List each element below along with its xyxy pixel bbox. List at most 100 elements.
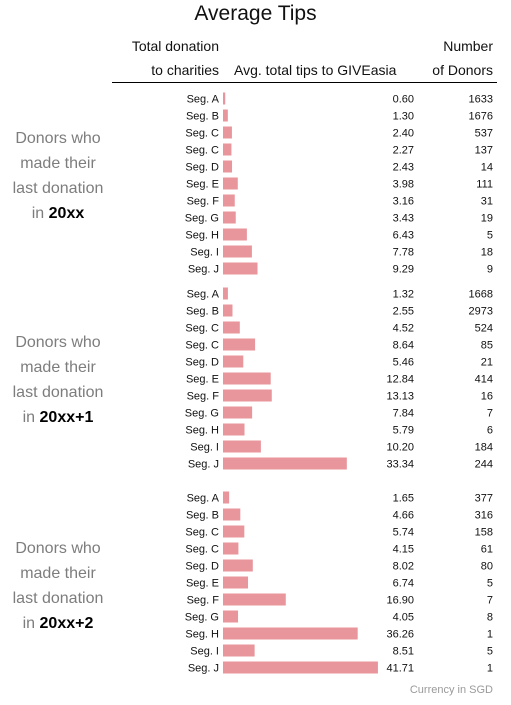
donor-count: 2973 xyxy=(469,306,493,318)
bar xyxy=(223,526,244,538)
avg-tip-value: 4.66 xyxy=(393,510,414,522)
avg-tip-value: 2.27 xyxy=(393,145,414,157)
donor-count: 5 xyxy=(487,646,493,658)
bar xyxy=(223,144,231,156)
avg-tip-value: 7.78 xyxy=(393,247,414,259)
donor-count: 7 xyxy=(487,595,493,607)
bar xyxy=(223,458,347,470)
avg-tip-value: 5.46 xyxy=(393,357,414,369)
donor-count: 85 xyxy=(481,340,493,352)
bar xyxy=(223,356,243,368)
avg-tip-value: 2.55 xyxy=(393,306,414,318)
donor-count: 14 xyxy=(481,162,493,174)
segment-label: Seg. C xyxy=(185,544,219,556)
avg-tip-value: 2.43 xyxy=(393,162,414,174)
bar xyxy=(223,305,232,317)
donor-count: 7 xyxy=(487,408,493,420)
bar xyxy=(223,560,253,572)
segment-label: Seg. D xyxy=(185,162,219,174)
bar xyxy=(223,390,272,402)
bar xyxy=(223,212,236,224)
donor-count: 1676 xyxy=(469,111,493,123)
segment-label: Seg. H xyxy=(185,629,219,641)
bar xyxy=(223,195,235,207)
donor-count: 16 xyxy=(481,391,493,403)
avg-tip-value: 6.43 xyxy=(393,230,414,242)
avg-tip-value: 10.20 xyxy=(386,442,414,454)
segment-label: Seg. H xyxy=(185,230,219,242)
segment-label: Seg. F xyxy=(187,391,220,403)
donor-count: 5 xyxy=(487,578,493,590)
segment-label: Seg. E xyxy=(186,578,219,590)
segment-label: Seg. B xyxy=(186,306,219,318)
avg-tip-value: 41.71 xyxy=(386,663,414,675)
segment-label: Seg. D xyxy=(185,561,219,573)
currency-footnote: Currency in SGD xyxy=(410,684,493,696)
avg-tip-value: 8.51 xyxy=(393,646,414,658)
segment-label: Seg. C xyxy=(185,323,219,335)
donor-count: 1668 xyxy=(469,289,493,301)
bar xyxy=(223,229,247,241)
avg-tip-value: 8.02 xyxy=(393,561,414,573)
donor-count: 1633 xyxy=(469,94,493,106)
donor-count: 61 xyxy=(481,544,493,556)
donor-count: 21 xyxy=(481,357,493,369)
segment-label: Seg. G xyxy=(185,408,219,420)
segment-label: Seg. I xyxy=(190,646,219,658)
avg-tip-value: 33.34 xyxy=(386,459,414,471)
donor-count: 414 xyxy=(475,374,493,386)
bar xyxy=(223,509,240,521)
avg-tip-value: 1.30 xyxy=(393,111,414,123)
avg-tip-value: 9.29 xyxy=(393,264,414,276)
segment-label: Seg. C xyxy=(185,145,219,157)
bar xyxy=(223,628,358,640)
donor-count: 1 xyxy=(487,629,493,641)
avg-tip-value: 5.79 xyxy=(393,425,414,437)
avg-tip-value: 3.98 xyxy=(393,179,414,191)
donor-count: 18 xyxy=(481,247,493,259)
bar xyxy=(223,611,238,623)
segment-label: Seg. F xyxy=(187,196,220,208)
donor-count: 6 xyxy=(487,425,493,437)
donor-count: 8 xyxy=(487,612,493,624)
segment-label: Seg. C xyxy=(185,128,219,140)
segment-label: Seg. J xyxy=(188,459,219,471)
avg-tip-value: 2.40 xyxy=(393,128,414,140)
bar xyxy=(223,178,238,190)
avg-tip-value: 36.26 xyxy=(386,629,414,641)
avg-tip-value: 4.52 xyxy=(393,323,414,335)
segment-label: Seg. C xyxy=(185,340,219,352)
bar xyxy=(223,93,225,105)
avg-tip-value: 7.84 xyxy=(393,408,414,420)
segment-label: Seg. C xyxy=(185,527,219,539)
donor-count: 537 xyxy=(475,128,493,140)
donor-count: 184 xyxy=(475,442,493,454)
bar xyxy=(223,645,255,657)
donor-count: 158 xyxy=(475,527,493,539)
donor-count: 524 xyxy=(475,323,493,335)
bar xyxy=(223,127,232,139)
avg-tip-value: 13.13 xyxy=(386,391,414,403)
segment-label: Seg. I xyxy=(190,247,219,259)
bar xyxy=(223,161,232,173)
segment-label: Seg. A xyxy=(187,94,220,106)
segment-label: Seg. G xyxy=(185,213,219,225)
donor-count: 111 xyxy=(476,179,493,191)
bar xyxy=(223,263,258,275)
avg-tip-value: 16.90 xyxy=(386,595,414,607)
bar xyxy=(223,110,228,122)
donor-count: 137 xyxy=(475,145,493,157)
segment-label: Seg. J xyxy=(188,264,219,276)
avg-tip-value: 0.60 xyxy=(393,94,414,106)
bar xyxy=(223,441,261,453)
avg-tip-value: 4.05 xyxy=(393,612,414,624)
donor-count: 1 xyxy=(487,663,493,675)
bar xyxy=(223,492,229,504)
avg-tip-value: 8.64 xyxy=(393,340,414,352)
bar xyxy=(223,577,248,589)
donor-count: 5 xyxy=(487,230,493,242)
segment-label: Seg. D xyxy=(185,357,219,369)
